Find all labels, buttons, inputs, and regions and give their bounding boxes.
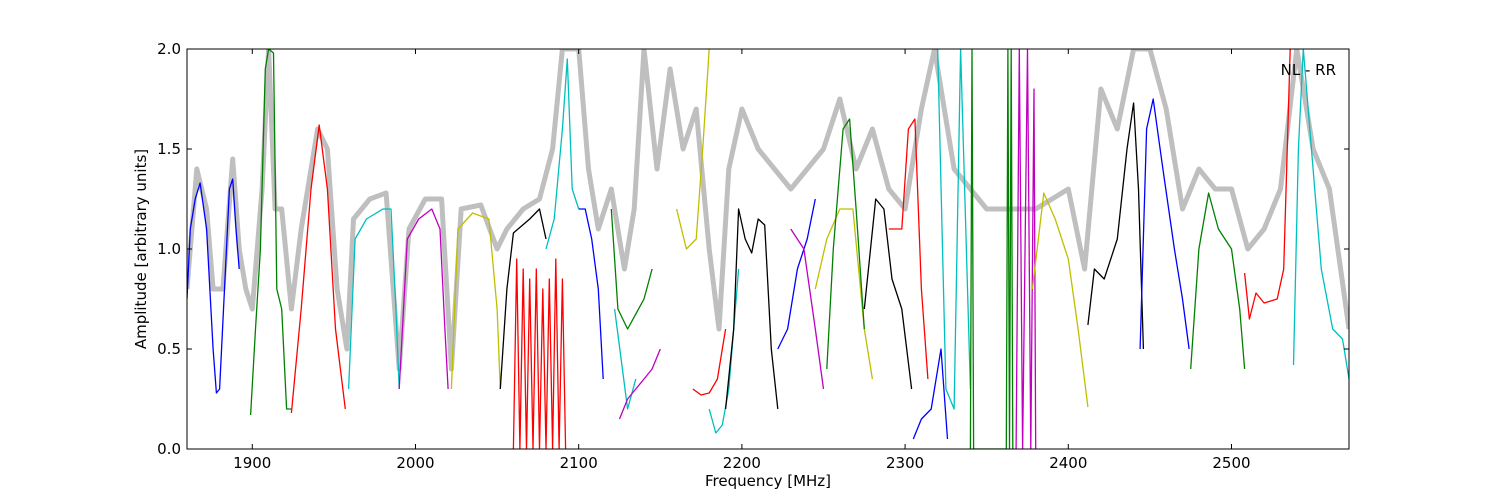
y-tick-label: 2.0 <box>157 40 181 58</box>
series-line <box>1031 192 1089 408</box>
series-line <box>512 258 567 449</box>
x-tick-label: 2100 <box>560 454 598 472</box>
series-line <box>826 118 865 370</box>
series-line <box>398 208 449 390</box>
series-line <box>187 178 240 394</box>
series-line <box>888 118 929 380</box>
series-line <box>863 198 913 390</box>
series-line <box>578 208 604 380</box>
series-line <box>1243 49 1291 320</box>
x-tick-label: 2500 <box>1212 454 1250 472</box>
x-tick-label: 2300 <box>886 454 924 472</box>
x-tick-label: 2400 <box>1049 454 1087 472</box>
y-axis-label: Amplitude [arbitrary units] <box>132 149 150 349</box>
series-line <box>1190 192 1246 370</box>
series-line <box>499 208 547 390</box>
series-line <box>724 208 779 410</box>
annotation: NL - RR <box>1281 61 1336 79</box>
series-line <box>969 49 1014 449</box>
series-line <box>249 49 292 416</box>
y-tick-label: 1.0 <box>157 240 181 258</box>
series-line <box>545 58 580 250</box>
series-line <box>912 348 949 440</box>
series-line <box>777 198 816 350</box>
y-tick-label: 1.5 <box>157 140 181 158</box>
x-tick-label: 1900 <box>233 454 271 472</box>
x-axis-label: Frequency [MHz] <box>705 472 831 490</box>
x-tick-label: 2200 <box>723 454 761 472</box>
plot-area <box>187 49 1349 449</box>
series-line <box>675 49 710 250</box>
background-band <box>187 49 1349 372</box>
series-line <box>290 124 346 414</box>
series-line <box>1015 49 1037 449</box>
x-tick-label: 2000 <box>396 454 434 472</box>
y-tick-label: 0.5 <box>157 340 181 358</box>
series-line <box>937 49 972 410</box>
y-tick-label: 0.0 <box>157 440 181 458</box>
series-line <box>814 208 874 380</box>
series-line <box>610 208 653 330</box>
series-line <box>1292 49 1349 380</box>
series-line <box>692 328 727 396</box>
series-line <box>347 208 400 390</box>
series-line <box>618 348 661 420</box>
series-line <box>450 212 501 390</box>
series-line <box>790 228 825 390</box>
series-line <box>1087 102 1145 350</box>
series-line <box>1139 98 1190 350</box>
